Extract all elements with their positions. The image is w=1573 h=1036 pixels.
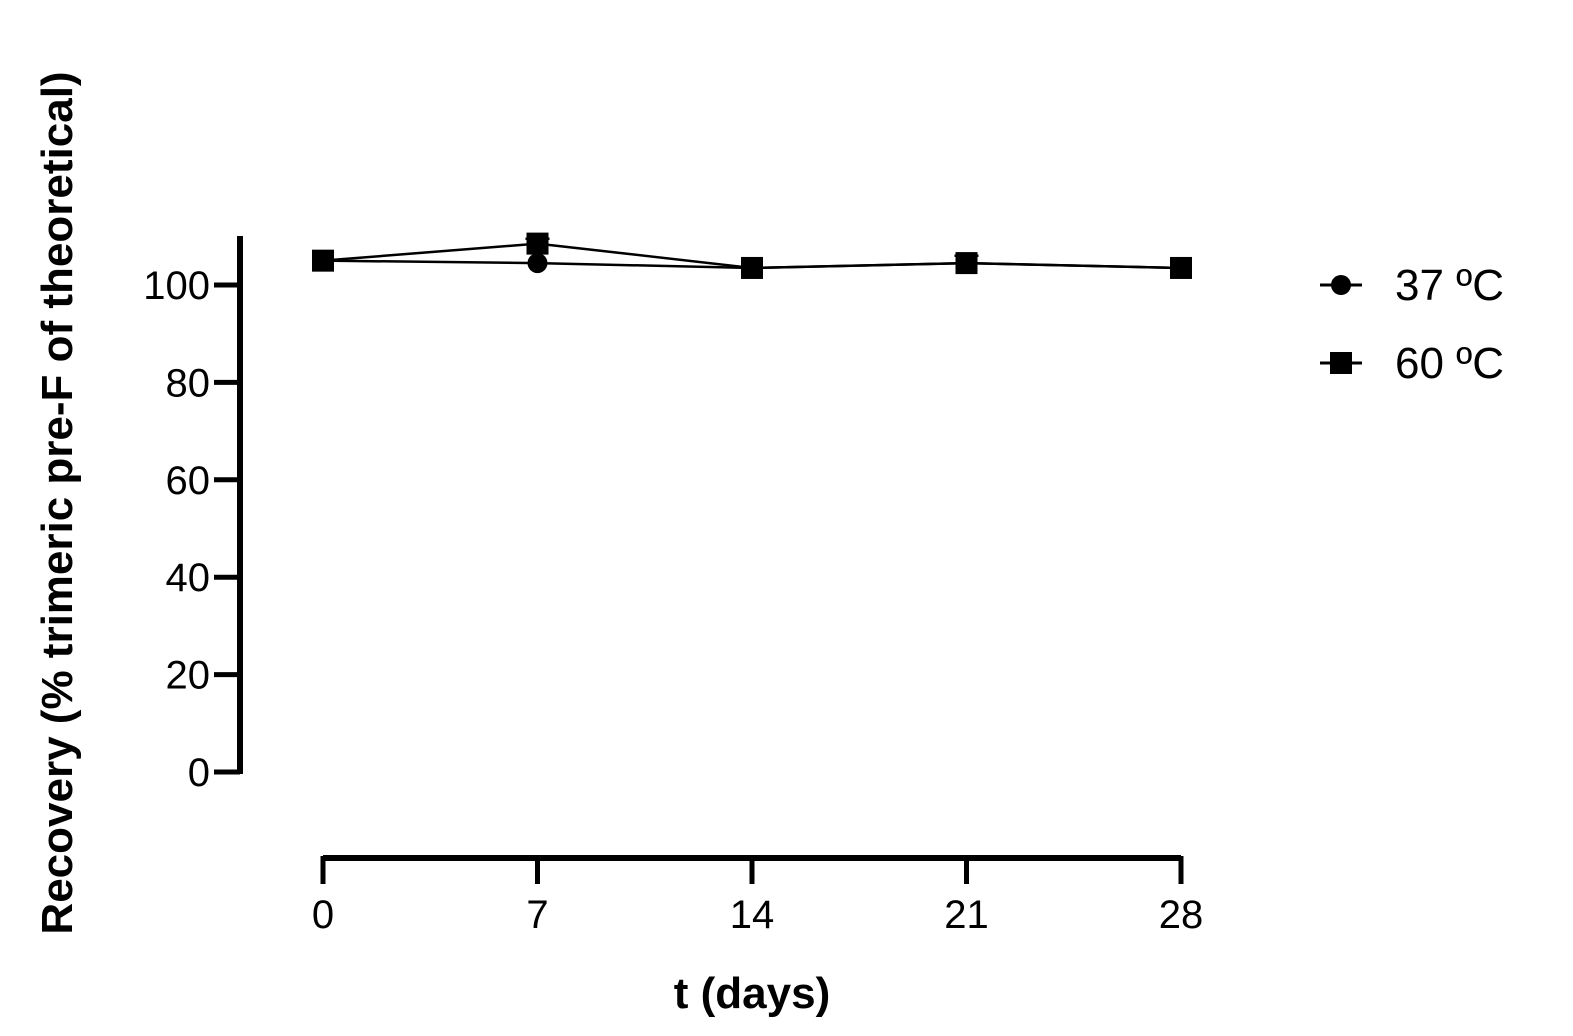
data-point [1170,256,1192,279]
x-ticks: 0 7 14 21 28 [312,856,1203,937]
x-tick-label: 14 [730,893,775,937]
legend-label: 37 ºC [1395,261,1504,310]
legend: 37 ºC 60 ºC [1320,261,1504,388]
y-axis-title: Recovery (% trimeric pre-F of theoretica… [33,71,82,934]
x-tick-label: 28 [1159,893,1204,937]
y-tick-label: 80 [166,361,211,405]
x-tick-label: 7 [526,893,548,937]
series-60c [312,232,1192,279]
y-axis: 0 20 40 60 80 100 [143,236,243,795]
legend-item: 60 ºC [1320,339,1504,388]
y-tick-label: 100 [143,264,210,308]
data-point [955,252,978,275]
y-tick-label: 60 [166,459,211,503]
data-point [312,249,334,272]
series-layer [312,232,1192,279]
x-axis: 0 7 14 21 28 [312,855,1203,937]
legend-item: 37 ºC [1320,261,1504,310]
legend-marker-circle [1331,275,1351,295]
x-axis-title: t (days) [674,969,830,1018]
y-tick-label: 20 [166,654,211,698]
data-point [526,232,549,255]
y-ticks: 0 20 40 60 80 100 [143,264,240,795]
data-point [741,256,763,279]
legend-marker-square [1330,352,1352,374]
y-tick-label: 40 [166,556,211,600]
y-tick-label: 0 [188,751,210,795]
legend-label: 60 ºC [1395,339,1504,388]
x-tick-label: 0 [312,893,334,937]
data-point [527,253,548,274]
x-tick-label: 21 [944,893,989,937]
